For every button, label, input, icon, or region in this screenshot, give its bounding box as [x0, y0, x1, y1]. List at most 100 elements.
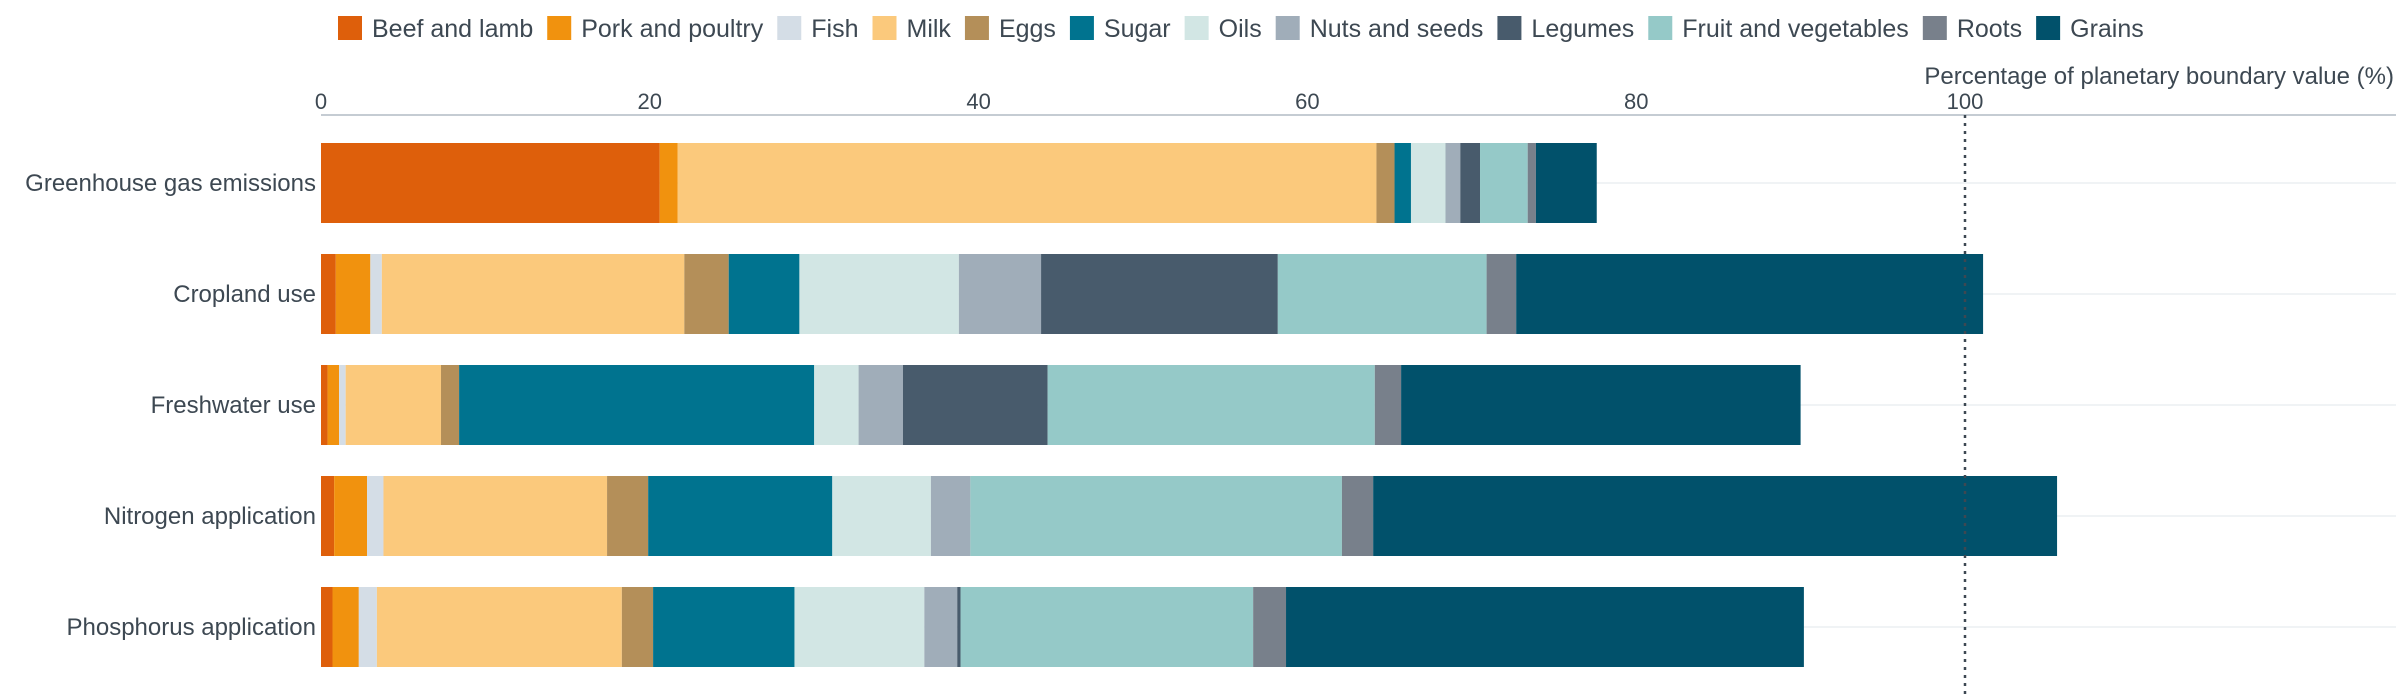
- bar-segment: [659, 143, 678, 223]
- legend-swatch: [964, 16, 989, 40]
- bar-segment: [335, 254, 371, 334]
- bar-segment: [459, 365, 815, 445]
- x-axis-ticks: 0 20 40 60 80 100: [315, 89, 1983, 114]
- x-tick-label: 80: [1624, 89, 1648, 114]
- bar-segment: [441, 365, 460, 445]
- bar-segment: [321, 365, 328, 445]
- x-axis-title: Percentage of planetary boundary value (…: [1924, 63, 2394, 90]
- bar-segment: [1394, 143, 1411, 223]
- legend-label: Sugar: [1104, 15, 1171, 43]
- legend-label: Fish: [811, 15, 858, 43]
- bar-segment: [648, 476, 833, 556]
- legend-swatch: [872, 16, 897, 40]
- bar-segment: [332, 587, 359, 667]
- legend-swatch: [1184, 16, 1209, 40]
- bar-segment: [321, 143, 660, 223]
- bar-segment: [607, 476, 649, 556]
- x-tick-label: 100: [1947, 89, 1984, 114]
- bar-segment: [1445, 143, 1461, 223]
- bar-segment: [621, 587, 654, 667]
- bar-segment: [321, 476, 335, 556]
- bar-segment: [814, 365, 859, 445]
- bar-segment: [1516, 254, 1984, 334]
- legend-label: Pork and poultry: [581, 15, 764, 43]
- bar-segment: [799, 254, 959, 334]
- bar-segment: [653, 587, 795, 667]
- legend-label: Grains: [2070, 15, 2144, 43]
- bar-segment: [1253, 587, 1287, 667]
- bar-segment: [1486, 254, 1517, 334]
- x-tick-label: 20: [638, 89, 662, 114]
- bar-segment: [1374, 365, 1402, 445]
- bar-segment: [970, 476, 1342, 556]
- bar-segment: [383, 476, 608, 556]
- bar-segment: [684, 254, 729, 334]
- legend-label: Oils: [1219, 15, 1262, 43]
- bar-segment: [1460, 143, 1481, 223]
- x-tick-label: 40: [966, 89, 990, 114]
- x-tick-label: 0: [315, 89, 327, 114]
- bar-segment: [832, 476, 931, 556]
- bar-segment: [334, 476, 368, 556]
- category-label: Phosphorus application: [66, 614, 316, 641]
- legend-label: Beef and lamb: [372, 15, 533, 43]
- legend-swatch: [777, 16, 802, 40]
- bar-segment: [376, 587, 622, 667]
- bar-segment: [1410, 143, 1446, 223]
- legend-label: Nuts and seeds: [1310, 15, 1484, 43]
- category-label: Nitrogen application: [104, 503, 316, 530]
- bar-segment: [1480, 143, 1528, 223]
- x-tick-label: 60: [1295, 89, 1319, 114]
- legend: Beef and lamb Pork and poultry Fish Milk Egg…: [338, 15, 2144, 43]
- category-label: Cropland use: [173, 281, 316, 308]
- bar-segment: [367, 476, 384, 556]
- bar-segment: [1286, 587, 1804, 667]
- legend-swatch: [1497, 16, 1522, 40]
- bar-segment: [902, 365, 1048, 445]
- bar-segment: [960, 587, 1254, 667]
- bar-segment: [321, 254, 336, 334]
- bar-segment: [339, 365, 346, 445]
- bar-segment: [327, 365, 340, 445]
- bar-segment: [858, 365, 903, 445]
- bar-segment: [924, 587, 958, 667]
- legend-label: Roots: [1957, 15, 2022, 43]
- legend-swatch: [1069, 16, 1094, 40]
- legend-swatch: [1648, 16, 1673, 40]
- category-labels: Greenhouse gas emissions Cropland use Fres…: [25, 170, 316, 641]
- legend-swatch: [547, 16, 572, 40]
- legend-swatch: [1922, 16, 1947, 40]
- legend-label: Milk: [907, 15, 952, 43]
- bar-segment: [1376, 143, 1395, 223]
- category-label: Greenhouse gas emissions: [25, 170, 316, 197]
- bar-segment: [677, 143, 1377, 223]
- bar-segment: [958, 254, 1042, 334]
- bar-segment: [1341, 476, 1374, 556]
- bar-segment: [1277, 254, 1487, 334]
- bar-segment: [1535, 143, 1597, 223]
- legend-swatch: [338, 16, 362, 40]
- bar-segment: [1373, 476, 2058, 556]
- bar-segment: [728, 254, 800, 334]
- legend-label: Fruit and vegetables: [1682, 15, 1909, 43]
- bar-segment: [358, 587, 377, 667]
- legend-label: Eggs: [999, 15, 1056, 43]
- bar-segment: [381, 254, 685, 334]
- legend-label: Legumes: [1531, 15, 1634, 43]
- bar-segment: [1401, 365, 1801, 445]
- bar-segment: [957, 587, 961, 667]
- bar-segment: [370, 254, 382, 334]
- legend-swatch: [1275, 16, 1300, 40]
- bar-segment: [930, 476, 971, 556]
- bar-segment: [1527, 143, 1536, 223]
- category-label: Freshwater use: [151, 392, 316, 419]
- bar-segment: [321, 587, 333, 667]
- bar-segment: [1047, 365, 1375, 445]
- bars: [321, 143, 2058, 667]
- bar-segment: [794, 587, 925, 667]
- legend-swatch: [2036, 16, 2061, 40]
- bar-segment: [1041, 254, 1278, 334]
- bar-segment: [345, 365, 442, 445]
